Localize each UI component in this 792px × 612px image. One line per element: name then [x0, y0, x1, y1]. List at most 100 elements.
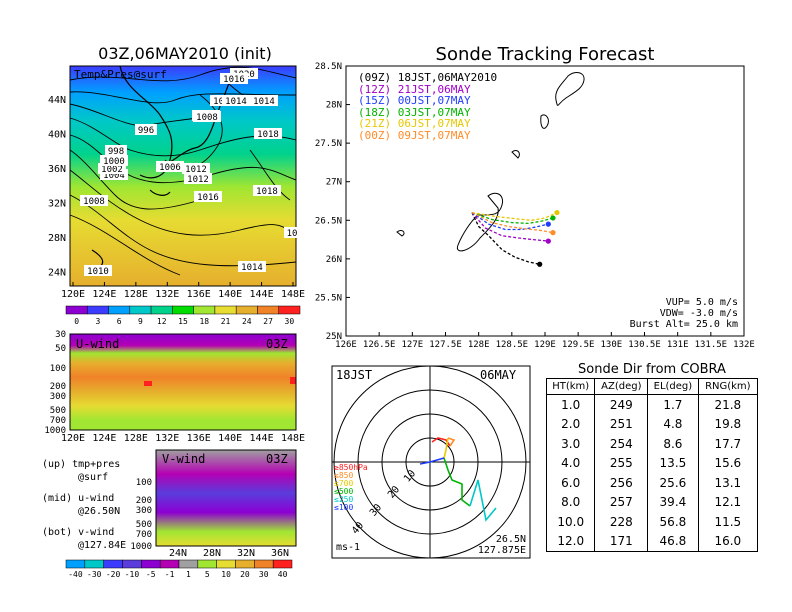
legend-09z: (09Z) 18JST,06MAY2010	[358, 71, 498, 84]
header-rng: RNG(km)	[697, 378, 759, 395]
note-bot-level: @127.84E	[78, 540, 127, 551]
tracking-params: VUP= 5.0 m/s VDW= -3.0 m/s Burst Alt= 25…	[620, 297, 738, 330]
y-tick-label: 36N	[48, 164, 66, 175]
u-y-tick-label: 30	[55, 330, 66, 340]
cell-az: 249	[594, 394, 649, 415]
cell-az: 256	[594, 473, 649, 493]
y-tick-label: 40N	[48, 130, 66, 141]
cell-rng: 11.5	[697, 512, 759, 532]
u-x-tick-label: 132E	[155, 433, 179, 444]
track-y-tick-label: 25N	[326, 332, 342, 342]
isobar-label: 996	[138, 126, 154, 136]
cell-el: 56.8	[647, 512, 699, 532]
trace-500-250	[443, 457, 471, 507]
v-x-tick-label: 28N	[203, 548, 221, 559]
v-y-tick-label: 500	[136, 520, 152, 530]
cell-el: 13.5	[647, 453, 699, 473]
y-tick-label: 32N	[48, 199, 66, 210]
cell-ht: 12.0	[545, 531, 596, 552]
colorbar-label: 15	[178, 317, 188, 326]
track-y-tick-label: 28N	[326, 101, 342, 111]
table-row: 3.0 254 8.6 17.7	[545, 434, 759, 454]
isobar-label: 1008	[196, 113, 218, 123]
island-small-3	[396, 230, 405, 237]
cell-ht: 2.0	[545, 414, 596, 434]
cobra-title: Sonde Dir from COBRA	[578, 362, 726, 377]
u-y-tick-label: 1000	[44, 426, 66, 436]
cell-el: 46.8	[647, 531, 699, 552]
trace-above-100	[419, 457, 445, 465]
sonde-tracks	[471, 209, 560, 267]
colorbar-label: 21	[221, 317, 231, 326]
track-line	[471, 212, 540, 265]
u-x-tick-label: 120E	[61, 433, 85, 444]
u-wind-frame	[69, 333, 297, 431]
isobar-label-bg	[98, 163, 126, 174]
tracking-y-ticks: 28.5N 28N 27.5N 27N 26.5N 26N 25.5N 25N	[315, 62, 350, 342]
tracking-title: Sonde Tracking Forecast	[435, 44, 655, 65]
wind-colorbar-label: 1	[186, 570, 191, 579]
track-y-tick-label: 27.5N	[315, 139, 342, 149]
colorbar-label: 27	[263, 317, 273, 326]
track-x-tick-label: 126E	[335, 340, 357, 350]
hodograph-date: 06MAY	[480, 368, 517, 382]
level-500: ≤500	[334, 487, 354, 496]
track-x-tick-label: 127.5E	[429, 340, 462, 350]
isobar-label-bg	[100, 169, 128, 180]
isobar-label-bg	[222, 95, 250, 106]
v-y-tick-label: 700	[136, 530, 152, 540]
table-row: 10.0 228 56.8 11.5	[545, 512, 759, 532]
temp-map-label: Temp&Pres@surf	[74, 68, 167, 81]
track-line	[471, 211, 554, 225]
track-endpoint	[550, 215, 556, 221]
trace-850-700	[447, 437, 456, 447]
track-endpoint	[545, 221, 551, 227]
colorbar-label: 24	[242, 317, 252, 326]
trace-sfc-850	[431, 437, 451, 447]
cell-ht: 6.0	[545, 473, 596, 493]
island-small-2	[511, 150, 520, 159]
isobar-label-bg	[156, 161, 184, 172]
colorbar-label: 9	[138, 317, 143, 326]
level-100: ≤100	[334, 503, 354, 512]
v-y-tick-label: 1000	[130, 542, 152, 552]
cell-az: 254	[594, 434, 649, 454]
isobar-label-bg	[220, 73, 248, 84]
u-x-tick-label: 124E	[92, 433, 116, 444]
temp-map-x-ticks: 120E 124E 128E 132E 136E 140E 144E 148E	[61, 282, 305, 300]
track-line	[471, 212, 554, 234]
isobar-label: 1016	[197, 193, 219, 203]
u-y-tick-label: 100	[50, 364, 66, 374]
v-y-tick-label: 300	[136, 506, 152, 516]
track-line	[471, 212, 549, 231]
v-x-tick-label: 36N	[271, 548, 289, 559]
wind-colorbar-label: -1	[165, 570, 175, 579]
cell-az: 255	[594, 453, 649, 473]
x-tick-label: 120E	[61, 289, 85, 300]
y-tick-label: 24N	[48, 268, 66, 279]
tracking-legend: (09Z) 18JST,06MAY2010 (12Z) 21JST,06MAY …	[358, 72, 497, 141]
track-endpoint	[545, 238, 551, 244]
cell-ht: 4.0	[545, 453, 596, 473]
track-y-tick-label: 28.5N	[315, 62, 342, 72]
wind-colorbar: -40 -30 -20 -10 -5 -1 1 5 10 20 30 40	[65, 559, 293, 579]
track-x-tick-label: 132E	[733, 340, 755, 350]
track-endpoint	[537, 261, 543, 267]
wind-colorbar-label: -10	[125, 570, 140, 579]
track-x-tick-label: 129.5E	[562, 340, 595, 350]
isobar-label-bg	[184, 173, 212, 184]
isobar-label: 1000	[103, 157, 125, 167]
isobar-label: 1012	[187, 175, 209, 185]
track-x-tick-label: 127E	[401, 340, 423, 350]
colorbar-label: 6	[117, 317, 122, 326]
wind-colorbar-label: -5	[146, 570, 156, 579]
isobar-label: 1014	[225, 97, 247, 107]
isobar-labels: 1020101610161014101410121012100810081008…	[80, 68, 300, 277]
cell-ht: 8.0	[545, 492, 596, 512]
track-y-tick-label: 25.5N	[315, 293, 342, 303]
u-x-tick-label: 144E	[250, 433, 274, 444]
param-burst: Burst Alt= 25.0 km	[629, 319, 738, 330]
x-tick-label: 140E	[218, 289, 242, 300]
wind-colorbar-label: 30	[259, 570, 269, 579]
